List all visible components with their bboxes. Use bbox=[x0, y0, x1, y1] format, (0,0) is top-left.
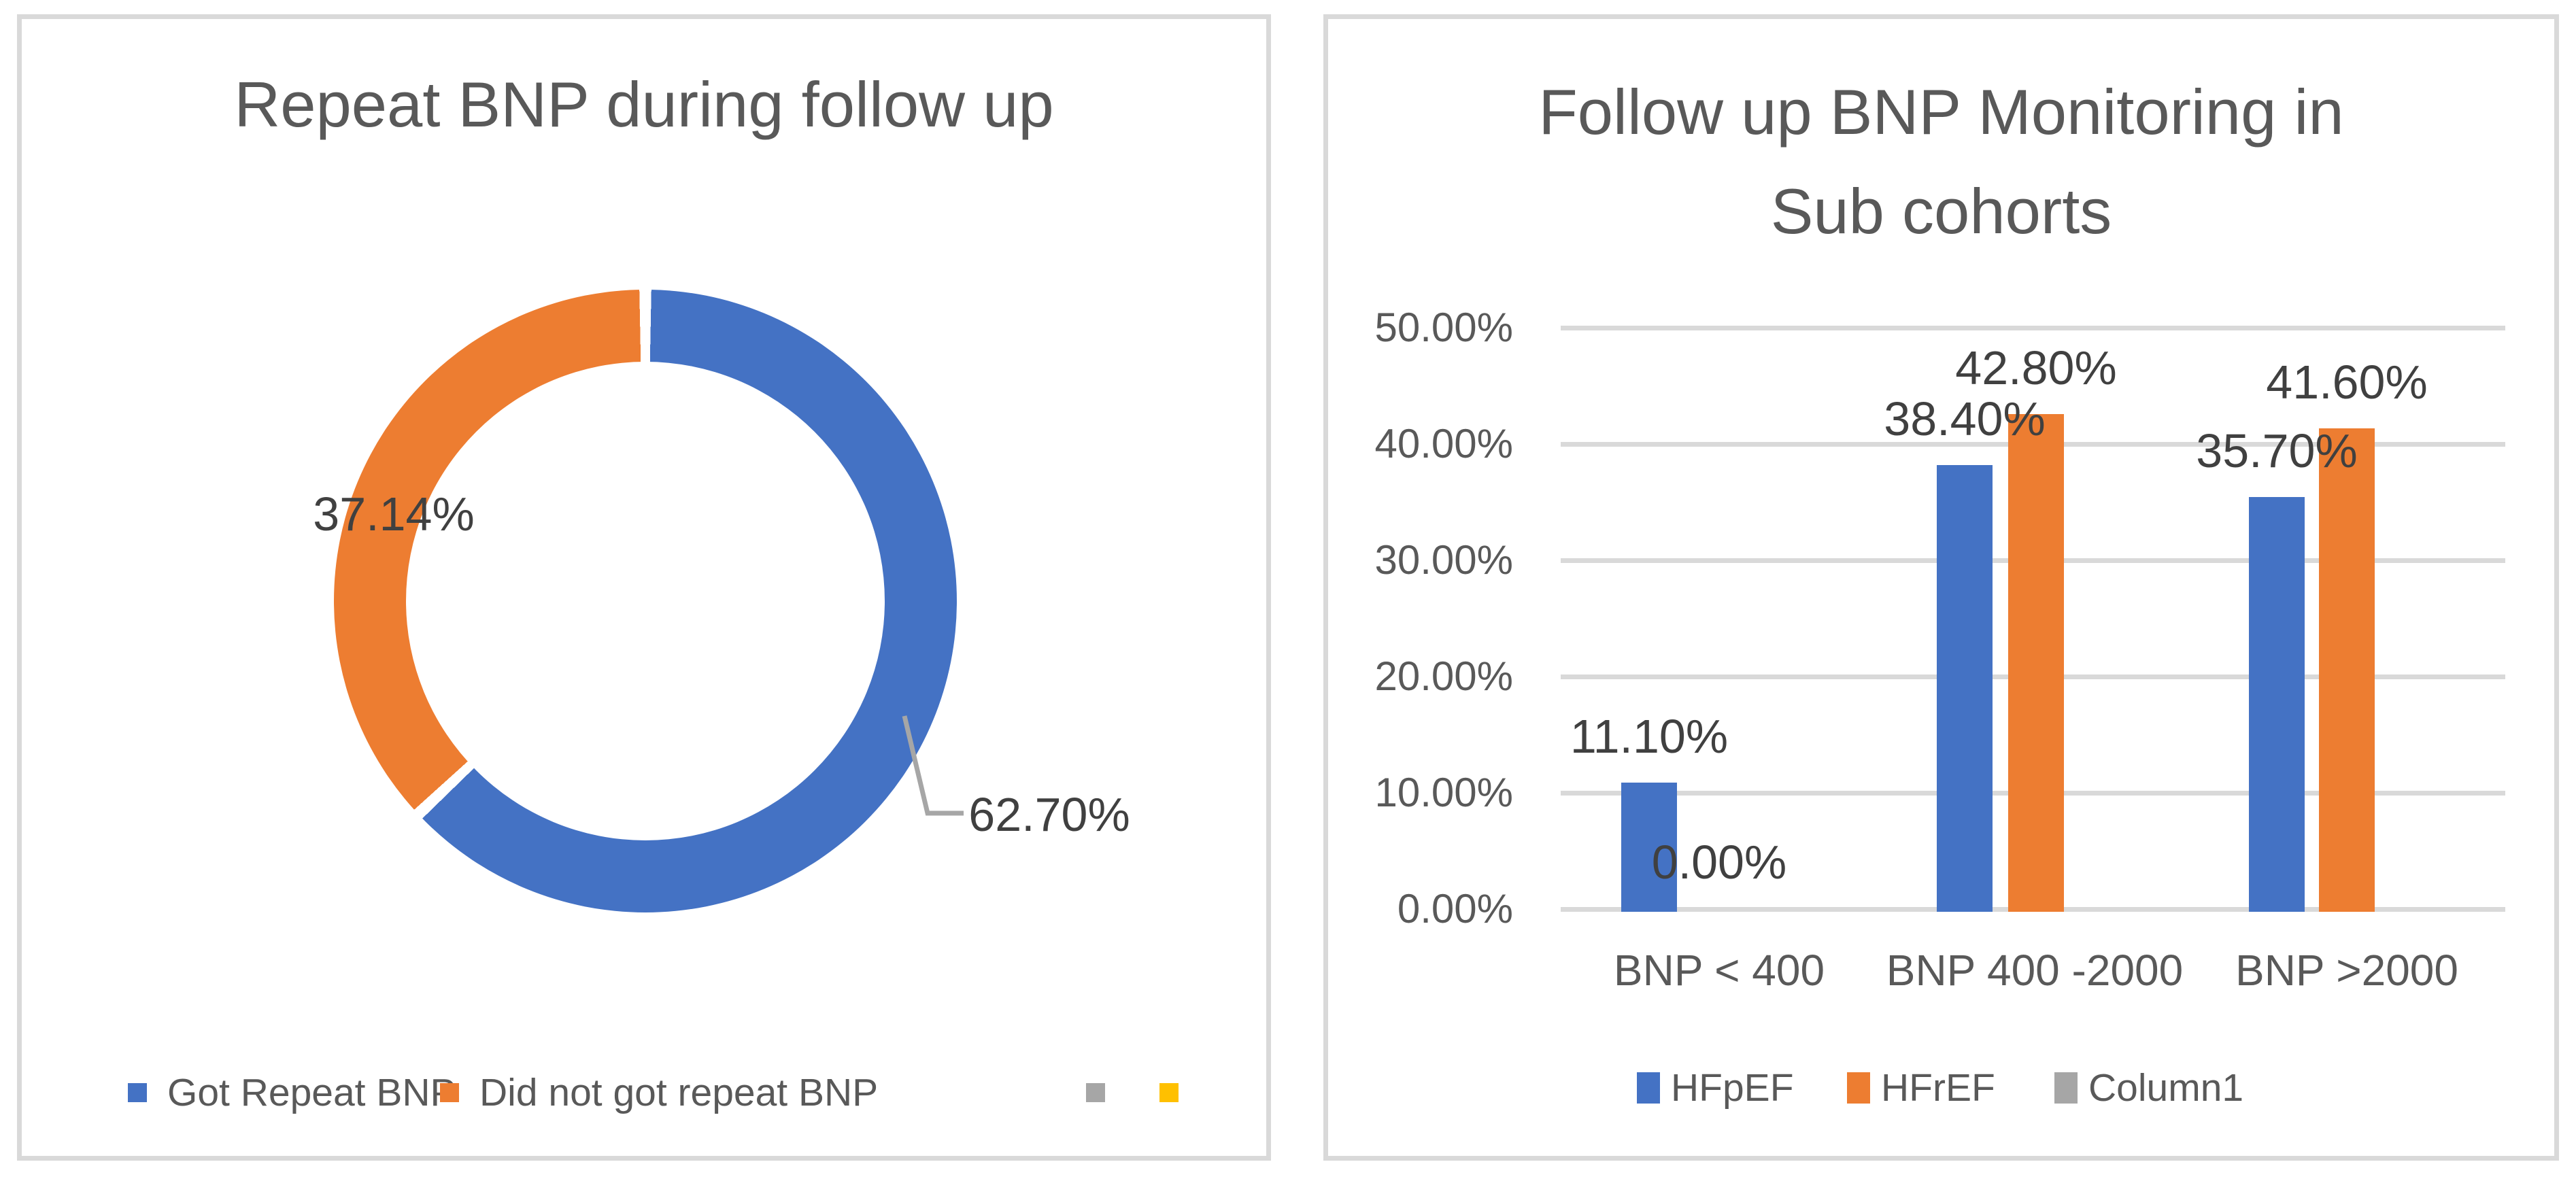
y-tick-30: 30.00% bbox=[1374, 537, 1514, 583]
legend-item-hfpef[interactable]: HFpEF bbox=[1637, 1066, 1794, 1110]
bar-chart-title-line-1: Follow up BNP Monitoring in bbox=[1538, 76, 2344, 148]
x-label-bnp-gt-2000: BNP >2000 bbox=[2235, 946, 2458, 995]
legend-item-got-repeat-bnp[interactable]: Got Repeat BNP bbox=[128, 1071, 456, 1114]
pie-label-did-not-get-repeat-bnp: 37.14% bbox=[313, 488, 475, 541]
y-tick-20: 20.00% bbox=[1374, 653, 1514, 699]
legend-item-did-not-got-repeat-bnp[interactable]: Did not got repeat BNP bbox=[440, 1071, 878, 1114]
data-label-hfref-bnp-400-2000: 42.80% bbox=[1955, 341, 2117, 394]
bar-chart-panel[interactable]: Follow up BNP Monitoring in Sub cohorts … bbox=[1323, 14, 2559, 1161]
y-tick-40: 40.00% bbox=[1374, 421, 1514, 466]
x-label-bnp-400-2000: BNP 400 -2000 bbox=[1886, 946, 2184, 995]
doughnut-chart[interactable] bbox=[334, 290, 957, 912]
legend-item-label: Got Repeat BNP bbox=[167, 1071, 456, 1114]
x-label-bnp-lt-400: BNP < 400 bbox=[1613, 946, 1825, 995]
gridline-50pct bbox=[1561, 326, 2505, 330]
doughnut-chart-title: Repeat BNP during follow up bbox=[234, 69, 1054, 140]
y-tick-0: 0.00% bbox=[1397, 886, 1513, 932]
bar-hfref-bnp-400-2000[interactable] bbox=[2008, 414, 2064, 912]
doughnut-chart-panel[interactable]: Repeat BNP during follow up 37.14% 62.70… bbox=[17, 14, 1271, 1161]
legend-item-label: Did not got repeat BNP bbox=[479, 1071, 879, 1114]
data-label-hfref-bnp-gt-2000: 41.60% bbox=[2266, 356, 2428, 409]
legend-item-yellow-empty[interactable] bbox=[1159, 1071, 1179, 1114]
data-label-hfpef-bnp-400-2000: 38.40% bbox=[1884, 392, 2046, 445]
bar-hfpef-bnp-gt-2000[interactable] bbox=[2249, 497, 2305, 912]
bar-hfpef-bnp-400-2000[interactable] bbox=[1937, 465, 1993, 912]
pie-label-got-repeat-bnp: 62.70% bbox=[968, 788, 1130, 841]
doughnut-hole bbox=[406, 362, 885, 840]
legend-item-label: HFpEF bbox=[1671, 1066, 1794, 1110]
legend-item-label: Column1 bbox=[2088, 1066, 2244, 1110]
legend-swatch-blue-icon bbox=[128, 1083, 147, 1102]
legend-swatch-hfpef-icon bbox=[1637, 1072, 1660, 1104]
bar-hfref-bnp-gt-2000[interactable] bbox=[2319, 428, 2375, 912]
data-label-hfpef-bnp-lt-400: 11.10% bbox=[1570, 710, 1729, 763]
data-label-hfpef-bnp-gt-2000: 35.70% bbox=[2196, 424, 2358, 477]
bar-chart-title: Follow up BNP Monitoring in Sub cohorts bbox=[1328, 63, 2554, 261]
legend-swatch-column1-icon bbox=[2054, 1072, 2078, 1104]
legend-swatch-yellow-icon bbox=[1159, 1083, 1179, 1102]
y-tick-50: 50.00% bbox=[1374, 305, 1514, 350]
bar-chart-title-line-2: Sub cohorts bbox=[1770, 175, 2112, 247]
legend-item-hfref[interactable]: HFrEF bbox=[1847, 1066, 1995, 1110]
y-tick-10: 10.00% bbox=[1374, 770, 1514, 815]
data-label-hfref-bnp-lt-400: 0.00% bbox=[1651, 836, 1787, 889]
legend-item-gray-empty[interactable] bbox=[1086, 1071, 1105, 1114]
legend-item-label: HFrEF bbox=[1881, 1066, 1995, 1110]
legend-swatch-hfref-icon bbox=[1847, 1072, 1870, 1104]
legend-swatch-orange-icon bbox=[440, 1083, 459, 1102]
bar-hfpef-bnp-lt-400[interactable] bbox=[1621, 783, 1677, 912]
legend-swatch-gray-icon bbox=[1086, 1083, 1105, 1102]
legend-item-column1[interactable]: Column1 bbox=[2054, 1066, 2243, 1110]
